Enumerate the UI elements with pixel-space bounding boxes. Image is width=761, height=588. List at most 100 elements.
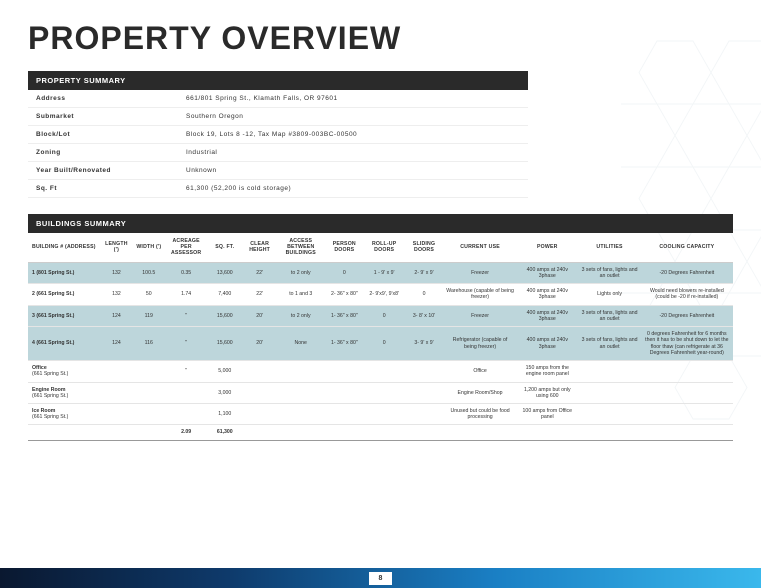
summary-row: SubmarketSouthern Oregon (28, 108, 528, 126)
col-header: WIDTH (') (133, 233, 165, 262)
total-cell (133, 425, 165, 440)
table-row: Engine Room(661 Spring St.)3,000Engine R… (28, 382, 733, 403)
col-header: SLIDING DOORS (404, 233, 444, 262)
col-header: COOLING CAPACITY (641, 233, 733, 262)
cell: 400 amps at 240v 3phase (516, 284, 578, 305)
cell (364, 382, 404, 403)
cell: 124 (100, 305, 132, 326)
cell: 4 (661 Spring St.) (28, 327, 100, 361)
summary-row: Year Built/RenovatedUnknown (28, 162, 528, 180)
cell: 1.74 (165, 284, 207, 305)
cell: 100.5 (133, 262, 165, 283)
total-cell (242, 425, 277, 440)
summary-row: ZoningIndustrial (28, 144, 528, 162)
col-header: BUILDING # (ADDRESS) (28, 233, 100, 262)
cell: 1,100 (207, 403, 242, 424)
cell: 2- 9' x 9' (404, 262, 444, 283)
summary-row: Block/LotBlock 19, Lots 8 -12, Tax Map #… (28, 126, 528, 144)
table-row: Office(661 Spring St.)"5,000Office150 am… (28, 361, 733, 382)
cell: 1 - 9' x 9' (364, 262, 404, 283)
summary-value: 61,300 (52,200 is cold storage) (178, 180, 528, 198)
cell (165, 382, 207, 403)
cell: 0 (364, 327, 404, 361)
cell (242, 382, 277, 403)
col-header: CURRENT USE (444, 233, 516, 262)
summary-row: Sq. Ft61,300 (52,200 is cold storage) (28, 180, 528, 198)
summary-value: 661/801 Spring St., Klamath Falls, OR 97… (178, 90, 528, 108)
cell: 3- 9' x 9' (404, 327, 444, 361)
cell (100, 382, 132, 403)
cell (133, 361, 165, 382)
cell: 20' (242, 305, 277, 326)
summary-value: Block 19, Lots 8 -12, Tax Map #3809-003B… (178, 126, 528, 144)
cell: to 2 only (277, 262, 324, 283)
col-header: ROLL-UP DOORS (364, 233, 404, 262)
cell: 0 (324, 262, 364, 283)
cell: to 2 only (277, 305, 324, 326)
cell (100, 403, 132, 424)
col-header: ACREAGE PER ASSESSOR (165, 233, 207, 262)
cell: 1- 36" x 80" (324, 327, 364, 361)
summary-key: Address (28, 90, 178, 108)
page-number: 8 (369, 572, 393, 585)
cell (364, 361, 404, 382)
cell: Freezer (444, 305, 516, 326)
cell: Warehouse (capable of being freezer) (444, 284, 516, 305)
cell: " (165, 361, 207, 382)
col-header: SQ. FT. (207, 233, 242, 262)
cell: to 1 and 3 (277, 284, 324, 305)
property-summary-table: Address661/801 Spring St., Klamath Falls… (28, 90, 528, 198)
cell: 3 (661 Spring St.) (28, 305, 100, 326)
total-cell (404, 425, 444, 440)
cell (165, 403, 207, 424)
cell: 400 amps at 240v 3phase (516, 262, 578, 283)
cell: " (165, 305, 207, 326)
summary-key: Zoning (28, 144, 178, 162)
total-cell (364, 425, 404, 440)
summary-row: Address661/801 Spring St., Klamath Falls… (28, 90, 528, 108)
cell (641, 403, 733, 424)
cell (324, 403, 364, 424)
cell: -20 Degrees Fahrenheit (641, 305, 733, 326)
cell: 0.35 (165, 262, 207, 283)
col-header: PERSON DOORS (324, 233, 364, 262)
cell (364, 403, 404, 424)
cell (133, 382, 165, 403)
cell: Freezer (444, 262, 516, 283)
summary-header: PROPERTY SUMMARY (28, 71, 528, 90)
cell (404, 403, 444, 424)
col-header: ACCESS BETWEEN BUILDINGS (277, 233, 324, 262)
cell: 5,000 (207, 361, 242, 382)
cell (277, 382, 324, 403)
col-header: POWER (516, 233, 578, 262)
total-cell (578, 425, 640, 440)
summary-key: Year Built/Renovated (28, 162, 178, 180)
cell: 400 amps at 240v 3phase (516, 305, 578, 326)
cell (242, 361, 277, 382)
cell: Engine Room/Shop (444, 382, 516, 403)
cell: Engine Room(661 Spring St.) (28, 382, 100, 403)
cell: 3 sets of fans, lights and an outlet (578, 262, 640, 283)
cell: Unused but could be food processing (444, 403, 516, 424)
cell (324, 382, 364, 403)
cell: 22' (242, 284, 277, 305)
cell (404, 382, 444, 403)
cell (641, 361, 733, 382)
total-cell (641, 425, 733, 440)
total-cell (28, 425, 100, 440)
total-cell (516, 425, 578, 440)
cell: 3- 8' x 10' (404, 305, 444, 326)
buildings-table: BUILDING # (ADDRESS)LENGTH (')WIDTH (')A… (28, 233, 733, 441)
table-row: 2 (661 Spring St.)132501.747,40022'to 1 … (28, 284, 733, 305)
total-cell (277, 425, 324, 440)
cell: 400 amps at 240v 3phase (516, 327, 578, 361)
cell (578, 403, 640, 424)
cell: None (277, 327, 324, 361)
summary-value: Industrial (178, 144, 528, 162)
cell: 0 (364, 305, 404, 326)
table-row: 3 (661 Spring St.)124119"15,60020'to 2 o… (28, 305, 733, 326)
cell: 50 (133, 284, 165, 305)
summary-value: Unknown (178, 162, 528, 180)
cell (578, 382, 640, 403)
summary-key: Sq. Ft (28, 180, 178, 198)
